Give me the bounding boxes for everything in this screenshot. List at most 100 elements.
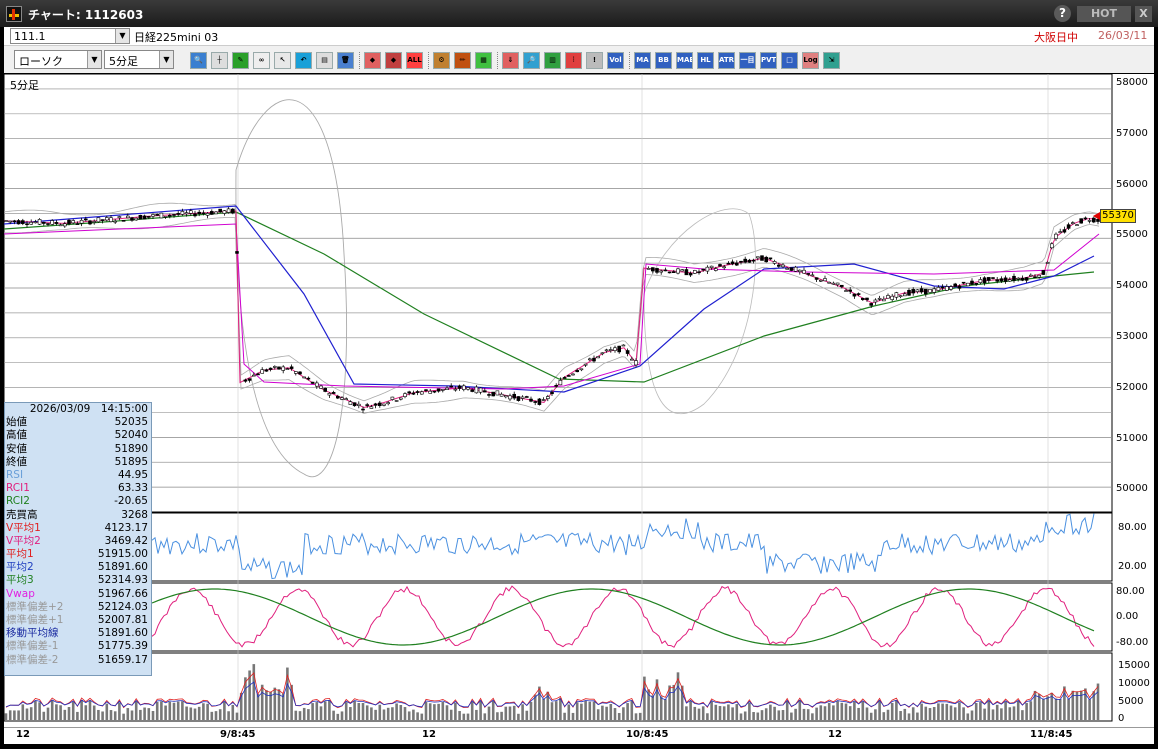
symbol-bar: 111.1 ▼ 日経225mini 03 大阪日中 26/03/11: [4, 27, 1154, 45]
volume-bar: [903, 708, 907, 720]
candle-body: [335, 395, 340, 399]
volume-bar: [659, 696, 663, 720]
toolbar-export-button[interactable]: ⇲: [823, 52, 840, 69]
toolbar-mark1-button[interactable]: ◆: [364, 52, 381, 69]
volume-bar: [546, 691, 550, 720]
timeframe-select[interactable]: 5分足 ▼: [104, 50, 174, 69]
volume-bar: [836, 701, 839, 720]
volume-bar: [382, 709, 386, 720]
toolbar-pointer-button[interactable]: ↖: [274, 52, 291, 69]
candle-body: [495, 390, 500, 396]
candle-body: [596, 356, 601, 359]
candle-body: [503, 395, 508, 398]
candle-body: [222, 210, 227, 214]
toolbar-memo-button[interactable]: ▤: [316, 52, 333, 69]
toolbar-cursor-button[interactable]: ┼: [211, 52, 228, 69]
toolbar-pvt-button[interactable]: PVT: [760, 52, 777, 69]
candle-body: [382, 403, 386, 406]
toolbar-ichimoku-button[interactable]: 一目: [739, 52, 756, 69]
candle-body: [109, 217, 113, 222]
toolbar-settings-button[interactable]: ⚙: [433, 52, 450, 69]
toolbar-draw-button[interactable]: ✎: [232, 52, 249, 69]
data-window-label: V平均1: [6, 521, 41, 534]
candle-body: [88, 220, 92, 225]
candle-body: [730, 261, 735, 265]
toolbar-ma-button[interactable]: MA: [634, 52, 651, 69]
candle-body: [923, 288, 928, 295]
volume-bar: [88, 700, 92, 720]
chevron-down-icon[interactable]: ▼: [115, 29, 129, 43]
volume-bar: [42, 711, 46, 720]
volume-bar: [525, 710, 529, 720]
volume-bar: [294, 710, 298, 720]
toolbar-bb-button[interactable]: BB: [655, 52, 672, 69]
toolbar-hl-button[interactable]: HL: [697, 52, 714, 69]
toolbar-mark2-button[interactable]: ◆: [385, 52, 402, 69]
toolbar-delete-button[interactable]: 🗑: [337, 52, 354, 69]
candle-body: [739, 260, 743, 263]
hot-button[interactable]: HOT: [1077, 6, 1131, 22]
toolbar-color-button[interactable]: ▦: [475, 52, 492, 69]
volume-bar: [727, 704, 730, 720]
volume-bar: [323, 701, 327, 720]
data-window-row: 移動平均線 51891.60: [5, 627, 151, 640]
candle-body: [873, 299, 878, 303]
volume-bar: [458, 711, 461, 720]
volume-bar: [899, 711, 902, 720]
toolbar-zoom-button[interactable]: 🔍: [190, 52, 207, 69]
data-window-label: 安値: [6, 442, 27, 455]
volume-bar: [399, 705, 403, 720]
candle-body: [760, 255, 764, 261]
price-chart[interactable]: [4, 74, 1154, 727]
toolbar-compare-button[interactable]: ▥: [544, 52, 561, 69]
volume-bar: [941, 703, 944, 720]
toolbar-vol-button[interactable]: Vol: [607, 52, 624, 69]
volume-bar: [529, 701, 533, 720]
volume-bar: [416, 712, 419, 720]
candle-body: [189, 210, 193, 214]
candle-body: [415, 391, 420, 393]
candle-body: [970, 280, 974, 285]
candle-body: [785, 268, 790, 270]
volume-bar: [97, 709, 100, 720]
toolbar-log-button[interactable]: Log: [802, 52, 819, 69]
time-tick-label: 12: [422, 729, 436, 740]
chart-type-select[interactable]: ローソク ▼: [14, 50, 102, 69]
toolbar-atr-button[interactable]: ATR: [718, 52, 735, 69]
candle-body: [1054, 233, 1058, 239]
toolbar-search-button[interactable]: 🔎: [523, 52, 540, 69]
symbol-code-select[interactable]: 111.1 ▼: [10, 28, 130, 44]
chart-toolbar: ローソク ▼ 5分足 ▼ 🔍 ┼ ✎ ∞ ↖ ↶ ▤ 🗑 ◆ ◆ ALL ⚙ ✏ ▦ ⇓ 🔎 ▥ ⫶! Vol MA B…: [4, 45, 1154, 73]
toolbar-all-button[interactable]: ALL: [406, 52, 423, 69]
toolbar-frame-button[interactable]: □: [781, 52, 798, 69]
help-button[interactable]: ?: [1054, 5, 1071, 22]
toolbar-info-button[interactable]: !: [586, 52, 603, 69]
toolbar-order-button[interactable]: ⇓: [502, 52, 519, 69]
price-tick-label: 54000: [1116, 280, 1148, 292]
data-window-row: 標準偏差+1 52007.81: [5, 614, 151, 627]
candle-body: [289, 366, 294, 369]
toolbar-undo-button[interactable]: ↶: [295, 52, 312, 69]
chevron-down-icon[interactable]: ▼: [87, 51, 101, 68]
candle-body: [852, 293, 857, 297]
chevron-down-icon[interactable]: ▼: [159, 51, 173, 68]
candle-body: [293, 371, 298, 374]
toolbar-split-button[interactable]: ⫶: [565, 52, 582, 69]
volume-bar: [164, 705, 167, 720]
toolbar-mae-button[interactable]: MAE: [676, 52, 693, 69]
candle-body: [407, 391, 412, 394]
toolbar-tool-button[interactable]: ✏: [454, 52, 471, 69]
candle-body: [394, 400, 399, 402]
candle-body: [650, 267, 655, 272]
toolbar-link-button[interactable]: ∞: [253, 52, 270, 69]
close-button[interactable]: X: [1135, 6, 1152, 22]
volume-bar: [277, 689, 281, 720]
volume-bar: [25, 708, 29, 720]
volume-bar: [617, 713, 621, 720]
data-window-label: RCI2: [6, 495, 30, 508]
candle-body: [134, 217, 138, 221]
chart-area[interactable]: 5分足 55370 58000 57000 56000 55000 54000 53000…: [4, 74, 1154, 727]
time-tick-label: 10/8:45: [626, 729, 669, 740]
data-window-row: 平均2 51891.60: [5, 561, 151, 574]
candle-body: [419, 391, 424, 395]
